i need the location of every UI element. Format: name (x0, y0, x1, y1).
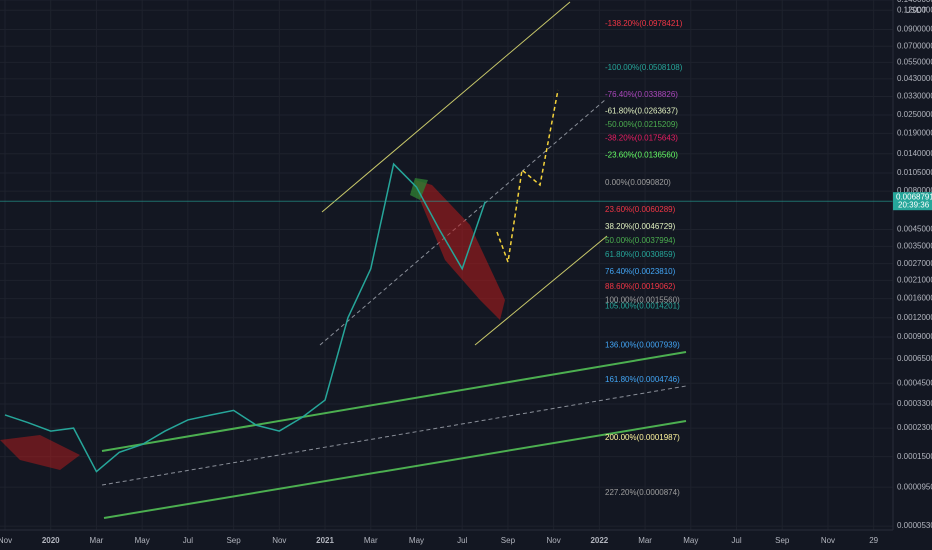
cloud-red (415, 180, 505, 320)
y-tick-label: 0.0000950 (897, 482, 932, 491)
x-tick-label: Nov (0, 536, 12, 545)
fib-level-label: 38.20%(0.0046729) (605, 222, 676, 231)
y-tick-label: 0.0035000 (897, 241, 932, 250)
x-tick-label: Nov (547, 536, 561, 545)
x-tick-label: Mar (364, 536, 378, 545)
x-tick-label: Sep (775, 536, 790, 545)
x-tick-label: 29 (869, 536, 878, 545)
green-channel-bottom (103, 420, 687, 519)
y-tick-label: 0.0012000 (897, 313, 932, 322)
currency: USDT (905, 6, 927, 15)
x-tick-label: 2021 (316, 536, 334, 545)
fib-level-label: -50.00%(0.0215209) (605, 120, 678, 129)
fib-level-label: -138.20%(0.0978421) (605, 19, 683, 28)
fib-level-label: 200.00%(0.0001987) (605, 433, 680, 442)
green-channel-mid (101, 385, 687, 486)
fib-level-label: 227.20%(0.0000874) (605, 488, 680, 497)
y-tick-label: 0.0006500 (897, 354, 932, 363)
y-tick-label: 0.0330000 (897, 92, 932, 101)
grid (0, 0, 893, 530)
y-tick-label: 0.0900000 (897, 25, 932, 34)
y-tick-label: 0.0250000 (897, 110, 932, 119)
fib-level-label: -23.60%(0.0136560) (605, 151, 678, 160)
cloud-red-early (0, 435, 80, 470)
fib-level-label: 88.60%(0.0019062) (605, 282, 676, 291)
y-tick-label: 0.0001500 (897, 452, 932, 461)
channel-top (321, 1, 571, 213)
drawings (0, 1, 687, 519)
y-tick-label: 0.0700000 (897, 41, 932, 50)
x-tick-label: Mar (638, 536, 652, 545)
fib-level-label: 61.80%(0.0030859) (605, 250, 676, 259)
fib-level-label: 23.60%(0.0060289) (605, 205, 676, 214)
last-price-label: 0.0068791 (896, 192, 932, 201)
x-tick-label: Nov (272, 536, 286, 545)
fib-level-label: -76.40%(0.0338826) (605, 90, 678, 99)
fib-level-label: -100.00%(0.0508108) (605, 63, 683, 72)
countdown-label: 20:39:36 (898, 200, 930, 209)
fib-level-label: 136.00%(0.0007939) (605, 340, 680, 349)
y-tick-label: 0.1200000 (897, 5, 932, 14)
x-tick-label: May (683, 536, 698, 545)
x-tick-label: Jul (457, 536, 467, 545)
x-tick-label: Mar (90, 536, 104, 545)
price-line (4, 162, 486, 473)
x-tick-label: May (409, 536, 424, 545)
y-tick-label: 0.0550000 (897, 57, 932, 66)
y-tick-label: 0.0000530 (897, 521, 932, 530)
projection (496, 89, 559, 263)
x-tick-label: Sep (226, 536, 241, 545)
x-tick-label: Nov (821, 536, 835, 545)
y-tick-label: 0.0140000 (897, 149, 932, 158)
green-channel-top (101, 351, 687, 452)
channel-bottom (474, 235, 608, 346)
y-tick-label: 0.0190000 (897, 128, 932, 137)
fib-level-label: 76.40%(0.0023810) (605, 267, 676, 276)
x-tick-label: Sep (501, 536, 516, 545)
y-tick-label: 0.0004500 (897, 378, 932, 387)
price-axis (893, 0, 932, 530)
y-tick-label: 0.0002300 (897, 423, 932, 432)
fib-level-label: -38.20%(0.0175643) (605, 134, 678, 143)
plot: -138.20%(0.0978421) -100.00%(0.0508108) -7… (0, 19, 893, 497)
y-tick-label: 0.0045000 (897, 225, 932, 234)
y-tick-label: 0.0021000 (897, 276, 932, 285)
fib-level-label: 161.80%(0.0004746) (605, 375, 680, 384)
fib-level-label: -61.80%(0.0263637) (605, 107, 678, 116)
y-tick-label: 0.0016000 (897, 294, 932, 303)
y-tick-label: 0.0003300 (897, 399, 932, 408)
last-price-tag (893, 192, 932, 211)
fib-level-label: 0.00%(0.0090820) (605, 178, 671, 187)
y-tick-label: 0.0430000 (897, 74, 932, 83)
fib-level-label: 100.00%(0.0015560) (605, 296, 680, 305)
cloud-green (410, 178, 428, 200)
x-tick-label: Jul (183, 536, 193, 545)
x-tick-label: Jul (731, 536, 741, 545)
fib-level-label: 105.00%(0.0014201) (605, 302, 680, 311)
x-tick-label: 2022 (590, 536, 608, 545)
y-tick-label: 0.0105000 (897, 168, 932, 177)
x-tick-label: May (135, 536, 150, 545)
y-tick-label: 0.0080000 (897, 186, 932, 195)
y-tick-label: 0.0009000 (897, 332, 932, 341)
time-axis (0, 530, 932, 550)
x-tick-label: 2020 (42, 536, 60, 545)
y-tick-label: 0.0027000 (897, 259, 932, 268)
fib-level-label: 50.00%(0.0037994) (605, 236, 676, 245)
